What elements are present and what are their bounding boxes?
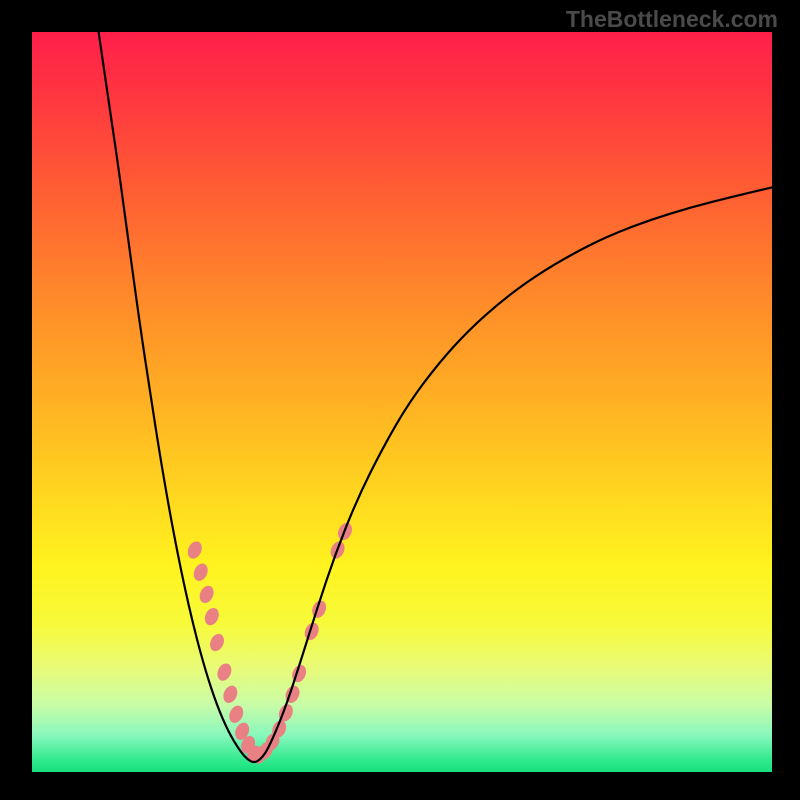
watermark-text: TheBottleneck.com	[566, 6, 778, 33]
chart-container: TheBottleneck.com	[0, 0, 800, 800]
chart-svg	[0, 0, 800, 800]
plot-background	[32, 32, 772, 772]
